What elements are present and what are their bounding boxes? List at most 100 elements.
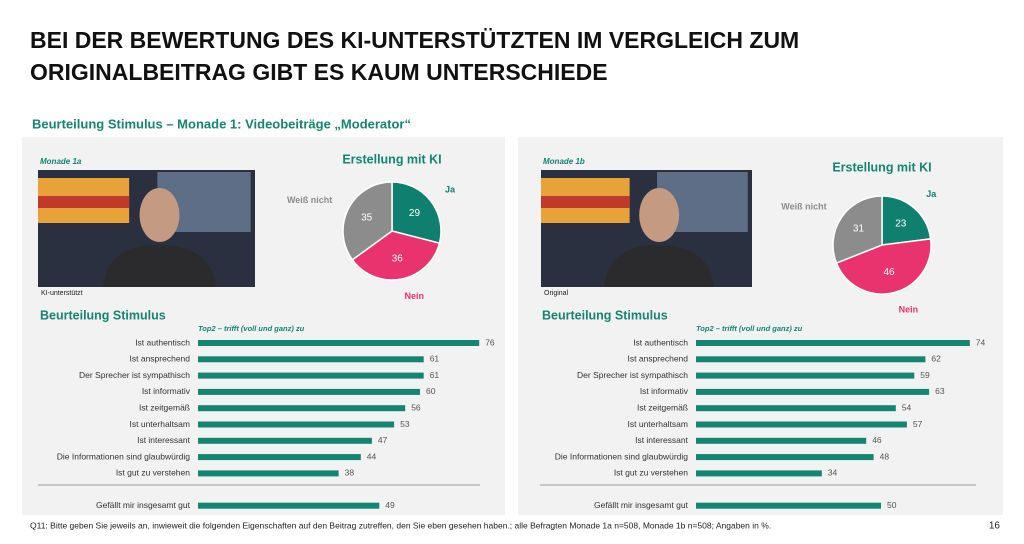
bar [198, 502, 380, 509]
bar-category-label: Ist gut zu verstehen [116, 468, 190, 478]
bar [198, 356, 424, 363]
pie-value-label: 23 [895, 218, 907, 229]
pie-slice [835, 238, 932, 295]
bar [198, 388, 420, 395]
bar [198, 372, 424, 379]
bar-category-label: Ist informativ [640, 386, 689, 396]
bar [198, 470, 339, 477]
bar-value-label: 48 [880, 451, 890, 461]
video-banner-strip [38, 196, 130, 208]
pie-category-label: Weiß nicht [781, 202, 826, 212]
image-caption: KI-unterstützt [41, 290, 83, 297]
bar-value-label: 38 [345, 468, 355, 478]
bar [696, 502, 881, 509]
pie-slice [391, 181, 442, 245]
bar [198, 421, 395, 428]
pie-category-label: Ja [445, 184, 456, 194]
pie-category-label: Nein [899, 304, 919, 314]
bar-value-label: 47 [378, 435, 388, 445]
bar [696, 454, 874, 461]
bar-value-label: 59 [920, 370, 930, 380]
footnote: Q11: Bitte geben Sie jeweils an, inwiewe… [30, 520, 771, 530]
bar-value-label: 61 [430, 354, 440, 364]
bar [696, 421, 907, 428]
bar-value-label: 46 [872, 435, 882, 445]
presenter [604, 245, 715, 287]
bar-category-label: Die Informationen sind glaubwürdig [555, 451, 689, 461]
bar-category-label: Ist unterhaltsam [130, 419, 190, 429]
panel-label: Monade 1b [543, 157, 585, 166]
pie-title: Erstellung mit KI [832, 160, 931, 174]
bar-value-label: 53 [400, 419, 410, 429]
bar-category-label: Gefällt mir insgesamt gut [594, 500, 689, 510]
presenter [103, 245, 216, 287]
image-caption: Original [544, 290, 569, 297]
bar-value-label: 62 [931, 354, 941, 364]
bar-subtitle: Top2 – trifft (voll und ganz) zu [696, 324, 803, 333]
pie-value-label: 31 [853, 224, 865, 235]
bar-value-label: 50 [887, 500, 897, 510]
slide-subtitle: Beurteilung Stimulus – Monade 1: Videobe… [32, 116, 411, 131]
bar-value-label: 54 [902, 402, 912, 412]
bar-category-label: Ist ansprechend [130, 354, 191, 364]
bar-value-label: 44 [367, 451, 377, 461]
page-number: 16 [989, 521, 1001, 532]
pie-category-label: Ja [926, 189, 937, 199]
pie-slice [351, 230, 441, 281]
bar-title: Beurteilung Stimulus [40, 308, 166, 322]
bar-category-label: Ist interessant [635, 435, 689, 445]
bar [696, 340, 970, 346]
bar-category-label: Ist zeitgemäß [139, 402, 190, 412]
bar [696, 470, 822, 477]
pie-slice [832, 195, 883, 265]
bar-category-label: Die Informationen sind glaubwürdig [57, 451, 191, 461]
presenter-head [139, 188, 180, 242]
bar [696, 437, 867, 444]
bar-value-label: 57 [913, 419, 923, 429]
bar-category-label: Ist authentisch [633, 337, 688, 347]
bar-value-label: 74 [976, 337, 986, 347]
panel-label: Monade 1a [40, 157, 82, 166]
bar-category-label: Ist zeitgemäß [637, 402, 688, 412]
bar [198, 340, 480, 346]
bar-category-label: Ist gut zu verstehen [614, 468, 688, 478]
video-banner-strip [541, 196, 630, 208]
bar-value-label: 34 [828, 468, 838, 478]
bar-value-label: 49 [385, 500, 395, 510]
bar-value-label: 60 [426, 386, 436, 396]
pie-slice [342, 181, 393, 261]
bar [198, 454, 361, 461]
bar [198, 405, 406, 412]
bar-subtitle: Top2 – trifft (voll und ganz) zu [198, 324, 305, 333]
pie-slice [881, 195, 932, 246]
bar [696, 356, 926, 363]
pie-category-label: Weiß nicht [287, 195, 332, 205]
bar-category-label: Ist ansprechend [628, 354, 689, 364]
bar [696, 388, 930, 395]
bar-value-label: 61 [430, 370, 440, 380]
bar-category-label: Ist informativ [142, 386, 191, 396]
bar-value-label: 63 [935, 386, 945, 396]
bar [696, 405, 896, 412]
bar-category-label: Ist interessant [137, 435, 191, 445]
bar-category-label: Gefällt mir insgesamt gut [96, 500, 191, 510]
bar-category-label: Ist unterhaltsam [628, 419, 688, 429]
pie-value-label: 29 [409, 208, 421, 219]
bar [198, 437, 372, 444]
bar-value-label: 76 [485, 337, 495, 347]
bar [696, 372, 915, 379]
bar-title: Beurteilung Stimulus [542, 308, 668, 322]
pie-title: Erstellung mit KI [342, 152, 441, 166]
pie-value-label: 35 [361, 213, 373, 224]
bar-category-label: Der Sprecher ist sympathisch [79, 370, 190, 380]
bar-category-label: Der Sprecher ist sympathisch [577, 370, 688, 380]
pie-value-label: 36 [392, 254, 404, 265]
pie-value-label: 46 [884, 267, 896, 278]
presenter-head [639, 188, 680, 242]
bar-value-label: 56 [411, 402, 421, 412]
slide-title: BEI DER BEWERTUNG DES KI-UNTERSTÜTZTEN I… [30, 27, 799, 53]
slide-title: ORIGINALBEITRAG GIBT ES KAUM UNTERSCHIED… [30, 59, 608, 85]
pie-category-label: Nein [405, 291, 425, 301]
bar-category-label: Ist authentisch [135, 337, 190, 347]
